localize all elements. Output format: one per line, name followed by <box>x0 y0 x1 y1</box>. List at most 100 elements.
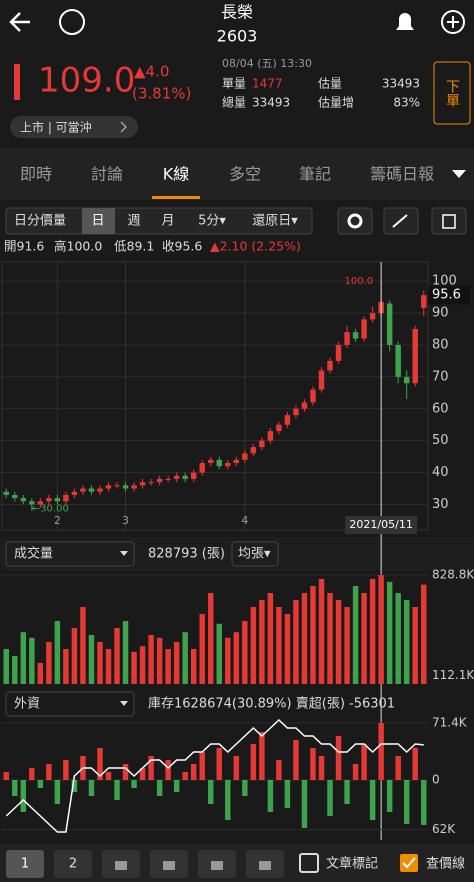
volume-bar <box>352 586 359 684</box>
checkbox[interactable] <box>299 853 319 873</box>
toolbar-item[interactable]: 日分價量 <box>14 214 66 229</box>
volume-bar <box>267 593 274 684</box>
volume-bar <box>182 632 188 684</box>
candle-body <box>173 475 180 479</box>
ohlc-change: ▲2.10 (2.25%) <box>210 239 301 254</box>
y-tick-label: 90 <box>432 306 449 321</box>
candle-body <box>386 303 393 345</box>
candle-body <box>421 295 427 308</box>
bell-icon[interactable] <box>396 13 414 30</box>
volume-bar <box>344 607 350 684</box>
crosshair-box <box>345 516 418 534</box>
tab[interactable]: 筆記 <box>299 165 331 184</box>
candle-body <box>208 459 214 463</box>
candle-body <box>395 344 401 377</box>
volume-bar <box>293 600 299 684</box>
y-tick-label: 40 <box>432 465 449 480</box>
foreign-bar <box>173 780 180 792</box>
checkbox-checked[interactable] <box>400 854 418 872</box>
candle-body <box>12 494 18 499</box>
y-tick-label: 71.4K <box>432 715 468 729</box>
foreign-select[interactable] <box>5 691 135 717</box>
volume-bar <box>20 632 27 684</box>
candle-body <box>242 453 248 460</box>
candle-body <box>250 447 257 454</box>
tab-more[interactable] <box>452 170 466 178</box>
page-button[interactable] <box>54 850 92 878</box>
toolbar-item[interactable]: 日 <box>91 214 104 229</box>
candle-body <box>284 415 291 425</box>
candle-body <box>344 332 350 345</box>
page-button[interactable] <box>6 850 44 878</box>
tab[interactable]: 多空 <box>229 165 261 184</box>
toolbar-item[interactable]: 月 <box>161 214 174 229</box>
volume-bar <box>122 621 129 684</box>
tab[interactable]: 籌碼日報 <box>370 165 434 184</box>
volume-bar <box>276 607 282 684</box>
candle-body <box>267 431 274 441</box>
volume-bar <box>165 649 171 684</box>
foreign-bar <box>46 764 52 780</box>
check-label: 文章標記 <box>326 856 378 872</box>
change: ▲4.0 <box>134 63 169 81</box>
volume-select[interactable] <box>5 541 135 567</box>
toolbar-item[interactable]: 5分▾ <box>198 214 226 229</box>
volume-bar <box>80 607 86 684</box>
candle-body <box>190 472 197 479</box>
candle-body <box>361 319 367 339</box>
rotate-button[interactable] <box>431 207 467 235</box>
volume-bar <box>361 593 367 684</box>
settings-button[interactable] <box>337 207 373 235</box>
foreign-bar <box>71 780 78 792</box>
min-label: ←30.00 <box>32 503 69 514</box>
volume-mode[interactable] <box>231 541 279 567</box>
candle-body <box>412 329 418 384</box>
foreign-bar <box>131 780 137 788</box>
lock-icons <box>115 861 271 870</box>
y-tick-label: 0 <box>432 773 440 787</box>
foreign-bar <box>318 756 325 780</box>
foreign-bar <box>412 748 418 780</box>
trend-icon[interactable] <box>59 9 85 35</box>
toolbar-item[interactable]: 週 <box>127 214 140 229</box>
candle-body <box>80 488 86 492</box>
candle-body <box>20 498 27 502</box>
stock-code: 2603 <box>217 27 258 46</box>
foreign-bar <box>63 760 69 780</box>
gear-icon <box>347 213 363 229</box>
volume-bar <box>105 649 112 684</box>
candle-body <box>293 408 299 416</box>
order-label: 下單 <box>444 79 460 107</box>
volume-bar <box>148 635 154 684</box>
stock-name: 長榮 <box>221 3 253 22</box>
tab[interactable]: 討論 <box>91 165 123 184</box>
tab[interactable]: 即時 <box>20 165 52 184</box>
chevron <box>120 121 127 133</box>
toolbar-item[interactable]: 還原日▾ <box>252 214 298 229</box>
candle-body <box>216 459 222 467</box>
candle-body <box>148 482 154 484</box>
foreign-bar <box>199 752 205 780</box>
back-button[interactable] <box>9 12 30 32</box>
foreign-bar <box>182 772 188 780</box>
tab-active[interactable]: K線 <box>163 165 190 184</box>
volume-bar <box>284 614 291 684</box>
order-button[interactable] <box>433 61 471 125</box>
ohlc: 收95.6 <box>162 239 202 254</box>
foreign-select-label: 外資 <box>14 697 40 712</box>
foreign-bar <box>12 780 18 796</box>
tab-indicator <box>152 196 200 199</box>
volume-bar <box>29 637 35 684</box>
candle-body <box>259 440 265 448</box>
add-button[interactable] <box>441 10 465 34</box>
y-tick-label: 70 <box>432 369 449 384</box>
volume-bar <box>71 628 78 684</box>
pen-icon <box>392 214 408 228</box>
candle-body <box>301 402 308 409</box>
tag-pill[interactable] <box>10 116 138 138</box>
stat-label: 估量 <box>318 77 342 91</box>
candle-body <box>105 485 112 489</box>
volume-value: 828793 (張) <box>148 547 225 562</box>
volume-bar <box>301 593 308 684</box>
